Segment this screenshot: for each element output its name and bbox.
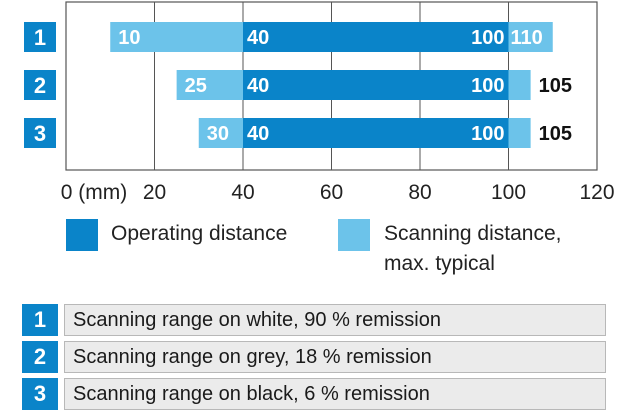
row-description: Scanning range on black, 6 % remission bbox=[64, 378, 606, 410]
table-row: 3 Scanning range on black, 6 % remission bbox=[22, 378, 606, 410]
bar-value-label: 25 bbox=[185, 75, 207, 97]
bar-value-label: 40 bbox=[247, 75, 269, 97]
bar-value-label: 40 bbox=[247, 123, 269, 145]
bar-value-label: 100 bbox=[471, 27, 504, 49]
bar-value-label: 105 bbox=[539, 75, 572, 97]
row-number-badge bbox=[24, 118, 56, 148]
row-number-badge: 3 bbox=[22, 378, 58, 410]
bar-value-label: 100 bbox=[471, 75, 504, 97]
legend-operating-swatch bbox=[66, 219, 98, 251]
row-number-badge: 1 bbox=[22, 304, 58, 336]
row-number-label: 2 bbox=[34, 73, 46, 98]
description-table: 1 Scanning range on white, 90 % remissio… bbox=[22, 304, 606, 415]
row-number-badge bbox=[24, 22, 56, 52]
legend-operating-label: Operating distance bbox=[111, 222, 288, 245]
x-tick-label: 20 bbox=[143, 181, 166, 204]
bar-value-label: 105 bbox=[539, 123, 572, 145]
row-number-label: 3 bbox=[34, 121, 46, 146]
legend-scanning-swatch bbox=[338, 219, 370, 251]
row-description: Scanning range on white, 90 % remission bbox=[64, 304, 606, 336]
row-number-badge: 2 bbox=[22, 341, 58, 373]
operating-distance-bar bbox=[243, 22, 509, 52]
row-number-badge bbox=[24, 70, 56, 100]
legend-scanning-label-line1: Scanning distance, bbox=[384, 222, 562, 245]
bar-value-label: 40 bbox=[247, 27, 269, 49]
operating-distance-bar bbox=[243, 70, 509, 100]
operating-distance-bar bbox=[243, 118, 509, 148]
row-description: Scanning range on grey, 18 % remission bbox=[64, 341, 606, 373]
x-tick-label: 60 bbox=[320, 181, 343, 204]
bar-value-label: 10 bbox=[118, 27, 140, 49]
x-tick-label: 120 bbox=[579, 181, 614, 204]
bar-value-label: 110 bbox=[511, 27, 543, 49]
legend-scanning-label-line2: max. typical bbox=[384, 252, 495, 275]
bar-value-label: 100 bbox=[471, 123, 504, 145]
table-row: 2 Scanning range on grey, 18 % remission bbox=[22, 341, 606, 373]
x-tick-label: 80 bbox=[408, 181, 431, 204]
row-number-label: 1 bbox=[34, 25, 46, 50]
x-tick-label: 40 bbox=[231, 181, 254, 204]
table-row: 1 Scanning range on white, 90 % remissio… bbox=[22, 304, 606, 336]
bar-value-label: 30 bbox=[207, 123, 229, 145]
x-tick-label: 0 (mm) bbox=[61, 181, 128, 204]
x-tick-label: 100 bbox=[491, 181, 526, 204]
